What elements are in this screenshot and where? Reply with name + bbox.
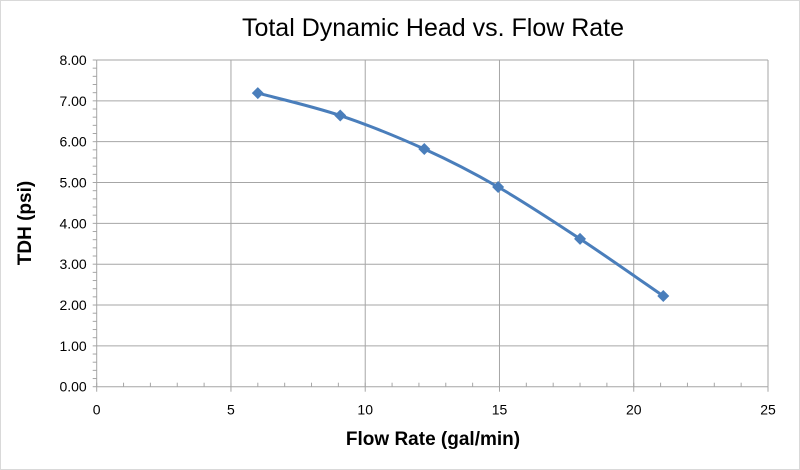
x-tick-label: 15 xyxy=(492,402,508,418)
x-tick-label: 25 xyxy=(760,402,776,418)
x-tick-label: 10 xyxy=(357,402,373,418)
x-tick-label: 20 xyxy=(626,402,642,418)
data-point-marker xyxy=(657,290,670,303)
data-point-marker xyxy=(418,143,431,156)
data-point-marker xyxy=(492,181,505,194)
y-tick-label: 3.00 xyxy=(59,256,86,272)
y-tick-label: 2.00 xyxy=(59,297,86,313)
y-tick-label: 5.00 xyxy=(59,175,86,191)
y-tick-label: 8.00 xyxy=(59,52,86,68)
data-point-marker xyxy=(574,232,587,245)
data-point-marker xyxy=(251,87,264,100)
y-axis-label: TDH (psi) xyxy=(15,181,36,265)
y-tick-label: 0.00 xyxy=(59,379,86,395)
y-tick-label: 7.00 xyxy=(59,93,86,109)
x-tick-label: 5 xyxy=(227,402,235,418)
series-line xyxy=(257,91,665,298)
x-axis-label: Flow Rate (gal/min) xyxy=(346,429,520,450)
chart-title: Total Dynamic Head vs. Flow Rate xyxy=(242,14,624,42)
y-tick-label: 1.00 xyxy=(59,338,86,354)
y-tick-label: 6.00 xyxy=(59,134,86,150)
y-tick-label: 4.00 xyxy=(59,215,86,231)
data-point-marker xyxy=(334,109,347,122)
x-tick-label: 0 xyxy=(93,402,101,418)
